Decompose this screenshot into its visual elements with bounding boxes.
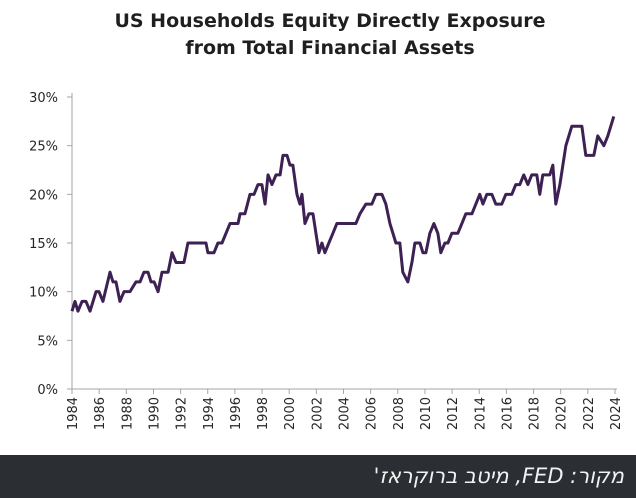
y-tick-label: 5% <box>37 334 58 349</box>
x-tick-label: 1994 <box>202 397 217 430</box>
chart-title: US Households Equity Directly Exposure <box>114 10 545 32</box>
x-tick-label: 2012 <box>446 397 461 430</box>
source-caption: מקור: FED, מיטב ברוקראז' <box>0 455 636 498</box>
y-tick-label: 15% <box>29 237 58 252</box>
x-tick-label: 2006 <box>365 397 380 430</box>
x-tick-label: 2008 <box>392 397 407 430</box>
x-tick-label: 2024 <box>609 397 624 430</box>
chart: US Households Equity Directly Exposure f… <box>29 10 624 430</box>
data-line <box>70 116 616 313</box>
x-tick-label: 2000 <box>283 397 298 430</box>
x-tick-label: 2016 <box>500 397 515 430</box>
x-tick-label: 1990 <box>147 397 162 430</box>
x-tick-label: 2002 <box>310 397 325 430</box>
x-tick-label: 1998 <box>256 397 271 430</box>
x-tick-label: 2004 <box>338 397 353 430</box>
x-tick-label: 1986 <box>93 397 108 430</box>
x-tick-label: 2010 <box>419 397 434 430</box>
y-tick-label: 20% <box>29 188 58 203</box>
y-tick-label: 25% <box>29 140 58 155</box>
chart-title: from Total Financial Assets <box>185 37 474 59</box>
x-tick-label: 1988 <box>120 397 135 430</box>
x-tick-label: 2022 <box>582 397 597 430</box>
y-tick-label: 0% <box>37 383 58 398</box>
y-tick-label: 30% <box>29 91 58 106</box>
x-tick-label: 1992 <box>175 397 190 430</box>
x-tick-label: 1996 <box>229 397 244 430</box>
y-tick-label: 10% <box>29 286 58 301</box>
x-tick-label: 2014 <box>473 397 488 430</box>
x-tick-label: 2020 <box>555 397 570 430</box>
x-tick-label: 1984 <box>66 397 81 430</box>
x-tick-label: 2018 <box>528 397 543 430</box>
